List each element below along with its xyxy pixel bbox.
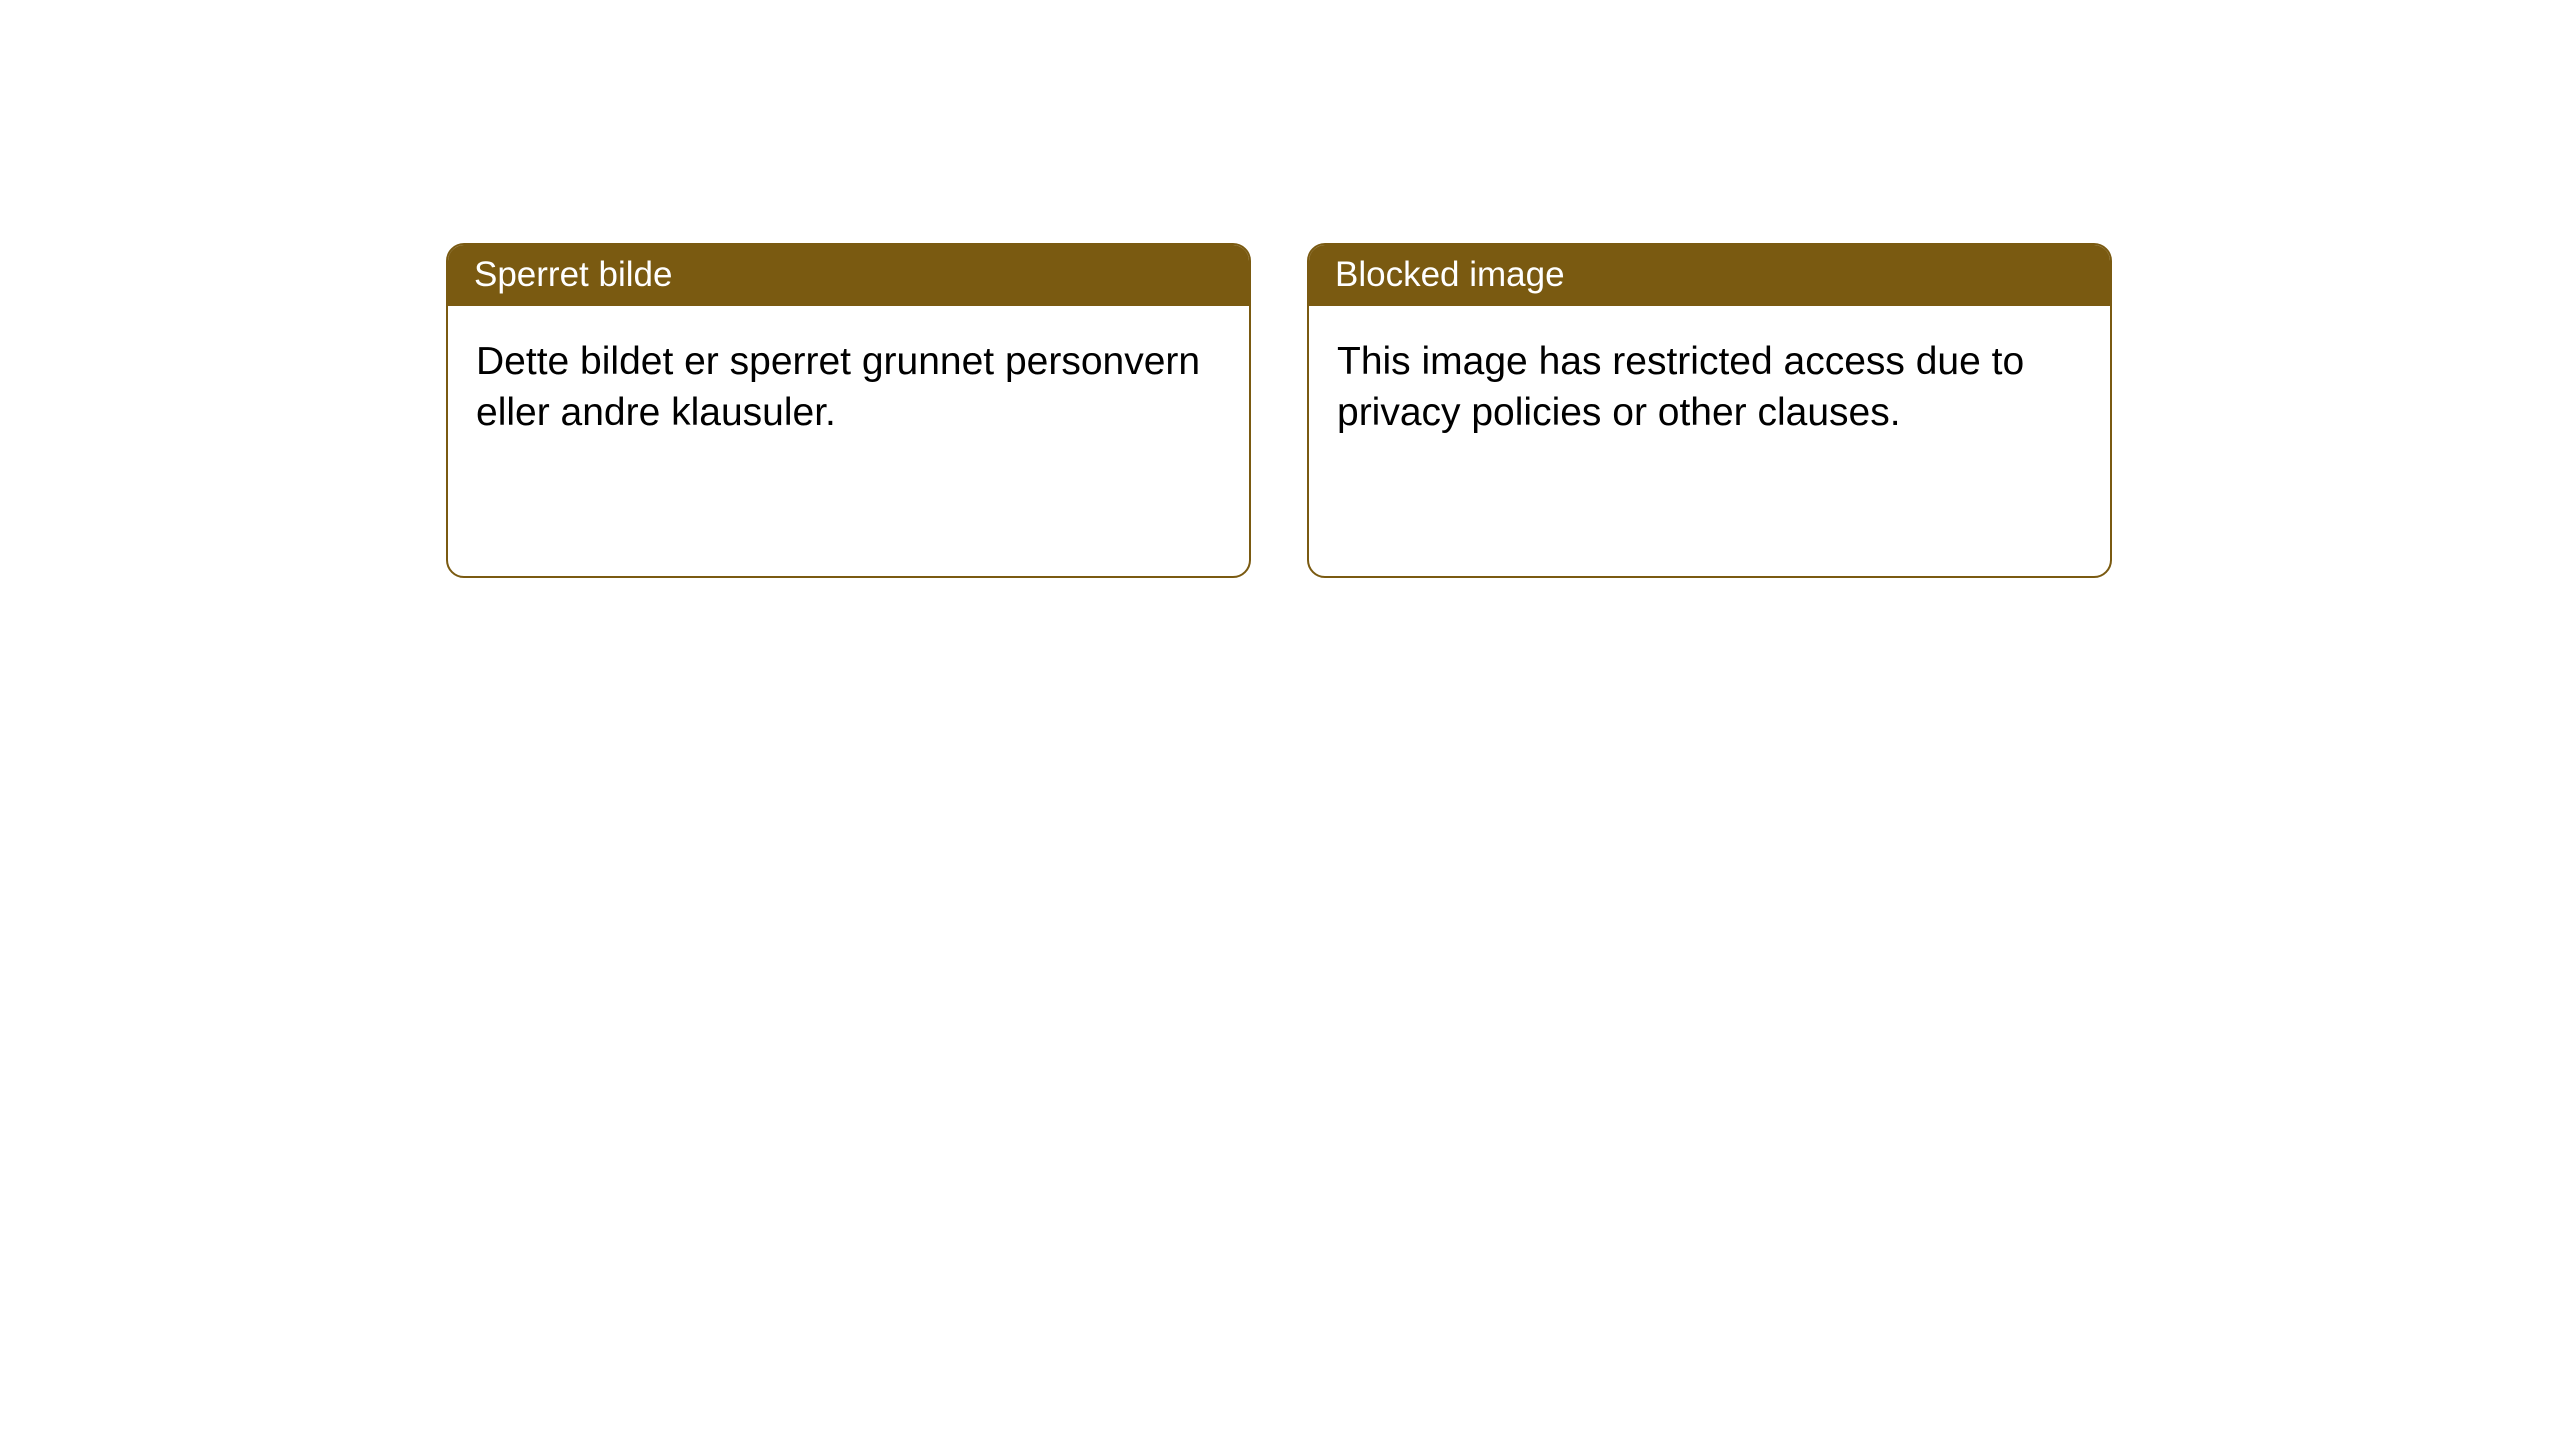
notice-body-norwegian: Dette bildet er sperret grunnet personve…: [448, 306, 1249, 469]
notice-title-norwegian: Sperret bilde: [448, 245, 1249, 306]
notice-title-english: Blocked image: [1309, 245, 2110, 306]
notice-card-english: Blocked image This image has restricted …: [1307, 243, 2112, 578]
notice-card-norwegian: Sperret bilde Dette bildet er sperret gr…: [446, 243, 1251, 578]
blocked-image-notices: Sperret bilde Dette bildet er sperret gr…: [446, 243, 2112, 578]
notice-body-english: This image has restricted access due to …: [1309, 306, 2110, 469]
